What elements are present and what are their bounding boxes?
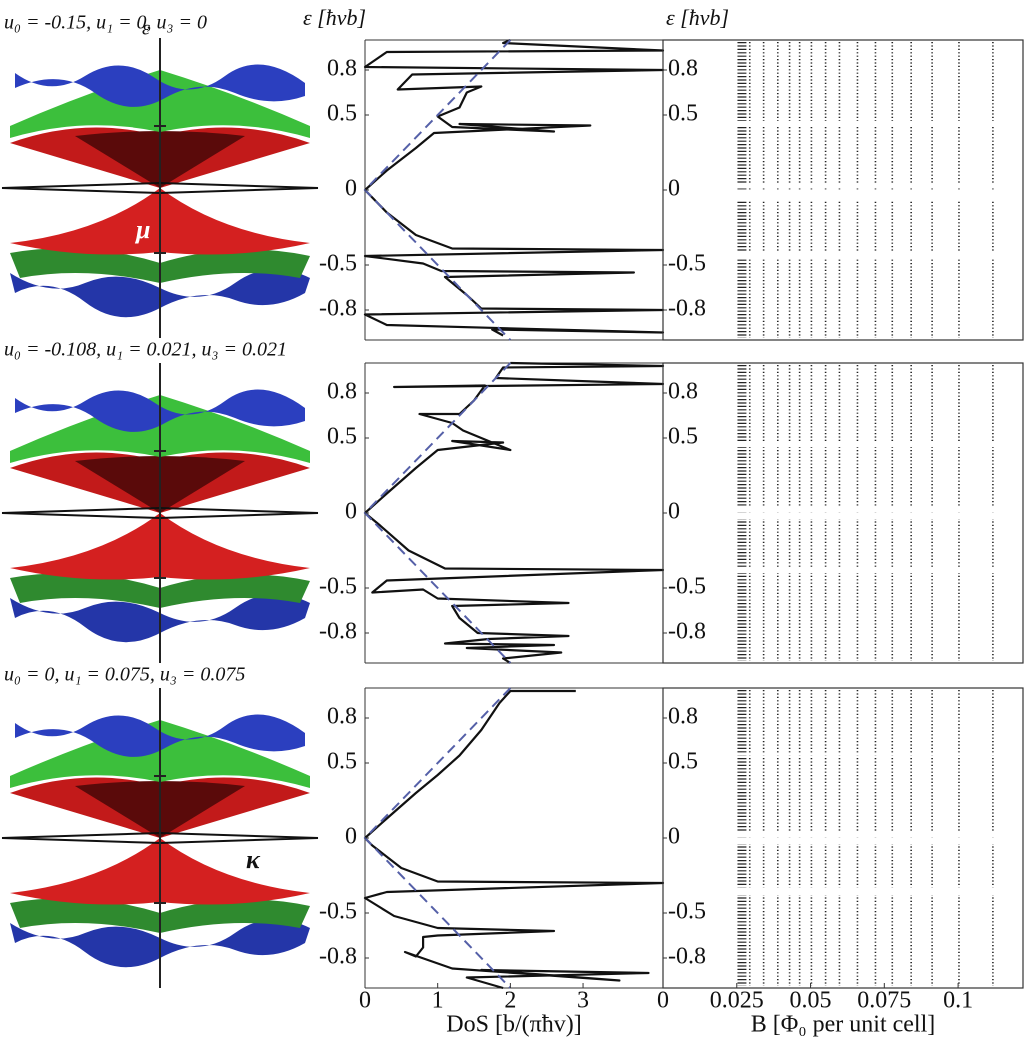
y-tick-label: -0.5	[668, 899, 706, 925]
x-axis-label: B [Φ₀ per unit cell]	[751, 1012, 936, 1038]
spectral-gap	[664, 839, 1022, 844]
spectral-gap	[664, 252, 1022, 258]
y-tick-label: -0.8	[319, 944, 357, 970]
dos-curve	[365, 40, 663, 336]
mu-label: μ	[134, 215, 150, 244]
spectral-gap	[664, 192, 1022, 201]
y-tick-label: -0.5	[668, 251, 706, 277]
spectral-gap	[664, 121, 1022, 126]
y-tick-label: 0	[345, 824, 357, 850]
y-tick-label: -0.8	[668, 619, 706, 645]
y-tick-label: 0.5	[327, 424, 357, 450]
x-tick-label: 0	[359, 988, 371, 1014]
band-label: u₀ = -0.108, u₁ = 0.021, u₃ = 0.021	[4, 339, 287, 361]
y-tick-label: 0.5	[668, 101, 698, 127]
y-tick-label: 0.5	[668, 424, 698, 450]
y-tick-label: 0.8	[668, 56, 698, 82]
y-tick-label: 0	[345, 499, 357, 525]
dos-curve	[365, 363, 663, 663]
x-tick-label: 0.025	[710, 988, 764, 1014]
reference-line	[365, 363, 510, 663]
y-tick-label: -0.5	[319, 251, 357, 277]
y-tick-label: -0.5	[319, 574, 357, 600]
x-tick-label: 0.05	[790, 988, 832, 1014]
spectral-gap	[664, 888, 1022, 896]
y-tick-label: 0.5	[327, 101, 357, 127]
x-tick-label: 3	[577, 988, 589, 1014]
band-structure	[2, 688, 318, 988]
y-axis-label: ε [ħvb]	[666, 5, 729, 30]
y-tick-label: 0.8	[327, 56, 357, 82]
x-tick-label: 0	[657, 988, 669, 1014]
spectral-gap	[664, 514, 1022, 519]
spectral-gap	[664, 832, 1022, 837]
band-label: u₀ = -0.15, u₁ = 0, u₃ = 0	[4, 12, 207, 34]
spectral-gap	[664, 753, 1022, 756]
y-tick-label: 0	[668, 176, 680, 202]
y-tick-label: 0.8	[668, 704, 698, 730]
y-tick-label: -0.8	[319, 296, 357, 322]
kappa-label: κ	[246, 845, 261, 874]
y-tick-label: -0.8	[319, 619, 357, 645]
y-tick-label: 0.5	[668, 749, 698, 775]
band-label: u₀ = 0, u₁ = 0.075, u₃ = 0.075	[4, 664, 245, 686]
band-structure	[2, 38, 318, 338]
y-tick-label: 0.8	[327, 704, 357, 730]
energy-axis-label: ε	[142, 18, 150, 40]
y-tick-label: 0.5	[327, 749, 357, 775]
panel-frame	[663, 688, 1023, 988]
figure: u₀ = -0.15, u₁ = 0, u₃ = 0 u₀ = -0.108, …	[0, 0, 1025, 1038]
x-axis-label: DoS [b/(πħv)]	[446, 1012, 581, 1038]
panel-frame	[663, 363, 1023, 663]
dos-curve	[365, 691, 663, 988]
reference-line	[365, 40, 510, 340]
x-tick-label: 2	[504, 988, 516, 1014]
x-tick-label: 0.1	[943, 988, 973, 1014]
x-tick-label: 0.075	[857, 988, 911, 1014]
y-tick-label: 0	[668, 824, 680, 850]
spectral-gap	[664, 184, 1022, 189]
spectral-gap	[664, 443, 1022, 448]
reference-line	[365, 688, 510, 988]
spectral-gap	[664, 506, 1022, 513]
band-structure	[2, 363, 318, 663]
y-tick-label: 0.8	[327, 379, 357, 405]
y-tick-label: -0.5	[319, 899, 357, 925]
y-tick-label: 0	[345, 176, 357, 202]
y-tick-label: -0.5	[668, 574, 706, 600]
y-tick-label: -0.8	[668, 944, 706, 970]
y-tick-label: 0.8	[668, 379, 698, 405]
x-tick-label: 1	[432, 988, 444, 1014]
y-tick-label: -0.8	[668, 296, 706, 322]
panel-frame	[663, 40, 1023, 340]
y-axis-label: ε [ħvb]	[303, 5, 366, 30]
spectral-gap	[664, 567, 1022, 573]
y-tick-label: 0	[668, 499, 680, 525]
